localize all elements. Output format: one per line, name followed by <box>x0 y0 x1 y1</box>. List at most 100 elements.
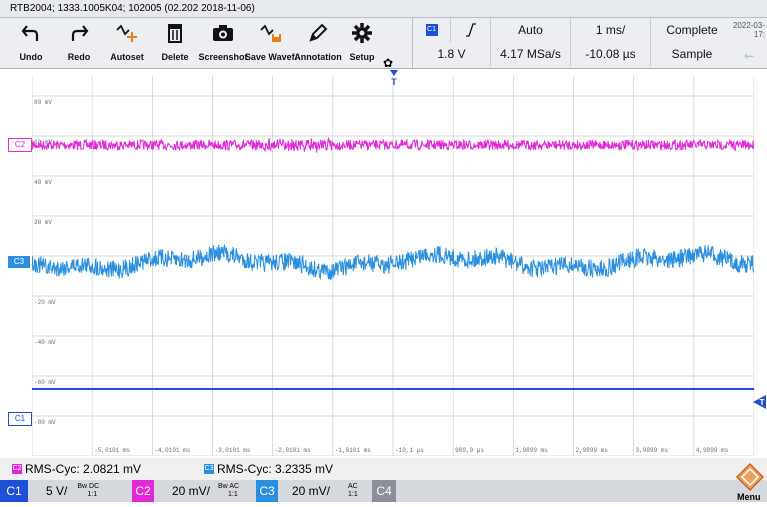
svg-text:T: T <box>760 398 765 407</box>
channel-c3[interactable]: C3 20 mV/ AC 1:1 <box>256 480 370 502</box>
c3-coupling: AC <box>348 483 358 490</box>
x-axis-labels: -5,0101 ms -4,0101 ms -3,0101 ms -2,0101 ms… <box>94 447 728 454</box>
c1-scale: 5 V/ <box>46 484 68 498</box>
trigger-mode[interactable]: Auto <box>491 18 571 42</box>
c1-coupling: DC <box>89 483 100 490</box>
screenshot-button[interactable]: Screenshot <box>198 18 248 68</box>
redo-icon <box>68 18 90 48</box>
y-tick-label: 80 mV <box>34 99 52 106</box>
horizontal-position[interactable]: -10.08 µs <box>571 42 651 66</box>
save-waveform-button[interactable]: Save Wavef. <box>244 18 298 68</box>
undo-button[interactable]: Undo <box>10 18 52 68</box>
toolbar: Undo Redo Autoset Delete Screenshot Save… <box>0 18 767 70</box>
trigger-time-marker[interactable]: T <box>388 70 400 86</box>
c3-scale: 20 mV/ <box>292 484 331 498</box>
x-tick-label: -1,0101 ms <box>335 447 371 454</box>
c2-coupling-row: Bw AC <box>218 483 239 491</box>
channel-c2[interactable]: C2 20 mV/ Bw AC 1:1 <box>132 480 254 502</box>
c4-label: C4 <box>372 480 396 502</box>
redo-label: Redo <box>67 52 91 62</box>
x-tick-label: 3,9899 ms <box>636 447 669 454</box>
c1-bw: Bw <box>77 483 88 490</box>
setup-button[interactable]: Setup <box>342 18 382 68</box>
screenshot-label: Screenshot <box>198 52 248 62</box>
measurement-bar: C2 RMS-Cyc: 2.0821 mV C3 RMS-Cyc: 3.2335… <box>0 458 767 480</box>
acquisition-mode[interactable]: Sample <box>671 47 713 61</box>
c2-coupling: AC <box>229 483 240 490</box>
rising-edge-icon <box>465 23 476 37</box>
sample-rate: 4.17 MSa/s <box>491 42 571 66</box>
measurement-1-value: RMS-Cyc: 2.0821 mV <box>25 462 142 476</box>
rs-logo-icon <box>735 462 765 492</box>
autoset-icon <box>115 18 139 48</box>
datetime: 2022-03- 17: ⇽ <box>731 18 767 68</box>
usb-icon: ⇽ <box>743 49 755 63</box>
y-tick-label: 20 mV <box>34 219 52 226</box>
annotation-button[interactable]: Annotation <box>294 18 342 68</box>
acquisition-state: Complete <box>666 23 718 37</box>
measurement-2-channel: C3 <box>204 464 214 474</box>
grid <box>32 76 754 456</box>
c1-coupling-row: Bw DC <box>77 483 99 491</box>
undo-icon <box>20 18 42 48</box>
measurement-2[interactable]: C3 RMS-Cyc: 3.2335 mV <box>204 462 333 476</box>
timebase[interactable]: 1 ms/ <box>571 18 651 42</box>
y-tick-label: 40 mV <box>34 179 52 186</box>
trigger-slope-cell[interactable] <box>451 18 491 42</box>
measurement-1[interactable]: C2 RMS-Cyc: 2.0821 mV <box>12 462 141 476</box>
y-tick-label: -20 mV <box>34 299 56 306</box>
x-tick-label: 4,9899 ms <box>696 447 729 454</box>
y-tick-label: -40 mV <box>34 339 56 346</box>
measurement-1-channel: C2 <box>12 464 22 474</box>
x-tick-label: -10,1 µs <box>395 447 424 454</box>
menu-button[interactable]: Menu <box>733 458 767 502</box>
channel-markers: C2 C3 C1 <box>0 76 32 456</box>
delete-button[interactable]: Delete <box>154 18 196 68</box>
x-tick-label: 989,9 µs <box>455 447 484 454</box>
annotation-label: Annotation <box>294 52 342 62</box>
autoset-label: Autoset <box>110 52 144 62</box>
menu-label: Menu <box>737 492 761 502</box>
x-tick-label: -5,0101 ms <box>94 447 130 454</box>
c2-marker[interactable]: C2 <box>8 138 32 152</box>
c1-label: C1 <box>0 480 28 502</box>
small-gear-icon[interactable]: ✿ <box>383 56 394 70</box>
c2-bw: Bw <box>218 483 228 490</box>
undo-label: Undo <box>19 52 43 62</box>
delete-label: Delete <box>161 52 189 62</box>
c2-label: C2 <box>132 480 154 502</box>
save-waveform-icon <box>259 18 283 48</box>
save-waveform-label: Save Wavef. <box>244 52 298 62</box>
trigger-source-cell[interactable]: C1 <box>413 18 451 42</box>
c1-marker[interactable]: C1 <box>8 412 32 426</box>
trigger-level-marker[interactable]: T <box>752 395 767 409</box>
c2-probe: 1:1 <box>228 491 238 498</box>
camera-icon <box>212 18 234 48</box>
y-tick-label: -60 mV <box>34 379 56 386</box>
channel-c4[interactable]: C4 <box>372 480 432 502</box>
x-tick-label: -4,0101 ms <box>154 447 190 454</box>
setup-label: Setup <box>349 52 375 62</box>
window-title: RTB2004; 1333.1005K04; 102005 (02.202 20… <box>0 0 767 18</box>
svg-text:T: T <box>391 77 397 86</box>
c3-label: C3 <box>256 480 278 502</box>
x-tick-label: 1,9899 ms <box>515 447 548 454</box>
c3-waveform <box>32 244 754 281</box>
c2-scale: 20 mV/ <box>172 484 211 498</box>
trigger-level[interactable]: 1.8 V <box>413 42 491 66</box>
measurement-2-value: RMS-Cyc: 3.2335 mV <box>217 462 334 476</box>
c3-marker[interactable]: C3 <box>8 256 30 268</box>
x-tick-label: -3,0101 ms <box>215 447 251 454</box>
trigger-source-badge: C1 <box>425 24 438 36</box>
channel-c1[interactable]: C1 5 V/ Bw DC 1:1 <box>0 480 130 502</box>
c3-probe: 1:1 <box>348 491 358 498</box>
channel-bar: C1 5 V/ Bw DC 1:1 C2 20 mV/ Bw AC 1:1 C3… <box>0 480 767 502</box>
autoset-button[interactable]: Autoset <box>106 18 148 68</box>
trigger-panel[interactable]: C1 1.8 V Auto 4.17 MSa/s 1 ms/ -10.08 µs… <box>412 18 733 68</box>
x-tick-label: -2,0101 ms <box>275 447 311 454</box>
redo-button[interactable]: Redo <box>58 18 100 68</box>
y-tick-label: -80 mV <box>34 419 56 426</box>
trash-icon <box>165 18 185 48</box>
